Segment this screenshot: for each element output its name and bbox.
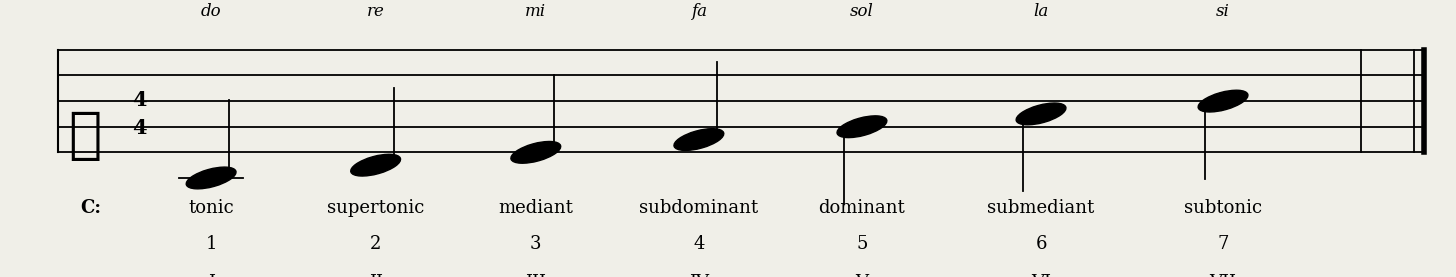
Ellipse shape xyxy=(351,154,400,176)
Text: subtonic: subtonic xyxy=(1184,199,1262,217)
Text: si: si xyxy=(1216,2,1230,20)
Text: 3: 3 xyxy=(530,235,542,253)
Text: II: II xyxy=(368,274,383,277)
Text: submediant: submediant xyxy=(987,199,1095,217)
Text: tonic: tonic xyxy=(188,199,234,217)
Ellipse shape xyxy=(674,129,724,150)
Text: 4: 4 xyxy=(693,235,705,253)
Text: VI: VI xyxy=(1031,274,1051,277)
Ellipse shape xyxy=(186,167,236,189)
Text: fa: fa xyxy=(692,2,706,20)
Text: 4: 4 xyxy=(132,118,147,138)
Ellipse shape xyxy=(1016,103,1066,125)
Ellipse shape xyxy=(1198,90,1248,112)
Ellipse shape xyxy=(837,116,887,138)
Text: 7: 7 xyxy=(1217,235,1229,253)
Text: C:: C: xyxy=(80,199,100,217)
Text: 2: 2 xyxy=(370,235,381,253)
Text: supertonic: supertonic xyxy=(328,199,424,217)
Text: la: la xyxy=(1034,2,1048,20)
Text: do: do xyxy=(201,2,221,20)
Text: sol: sol xyxy=(850,2,874,20)
Text: 5: 5 xyxy=(856,235,868,253)
Text: V: V xyxy=(856,274,868,277)
Text: subdominant: subdominant xyxy=(639,199,759,217)
Text: 4: 4 xyxy=(132,90,147,110)
Text: III: III xyxy=(526,274,546,277)
Text: mediant: mediant xyxy=(498,199,574,217)
Ellipse shape xyxy=(511,142,561,163)
Text: re: re xyxy=(367,2,384,20)
Text: I: I xyxy=(208,274,214,277)
Text: 𝄞: 𝄞 xyxy=(68,109,100,163)
Text: VII: VII xyxy=(1210,274,1236,277)
Text: mi: mi xyxy=(526,2,546,20)
Text: IV: IV xyxy=(689,274,709,277)
Text: 6: 6 xyxy=(1035,235,1047,253)
Text: 1: 1 xyxy=(205,235,217,253)
Text: dominant: dominant xyxy=(818,199,906,217)
